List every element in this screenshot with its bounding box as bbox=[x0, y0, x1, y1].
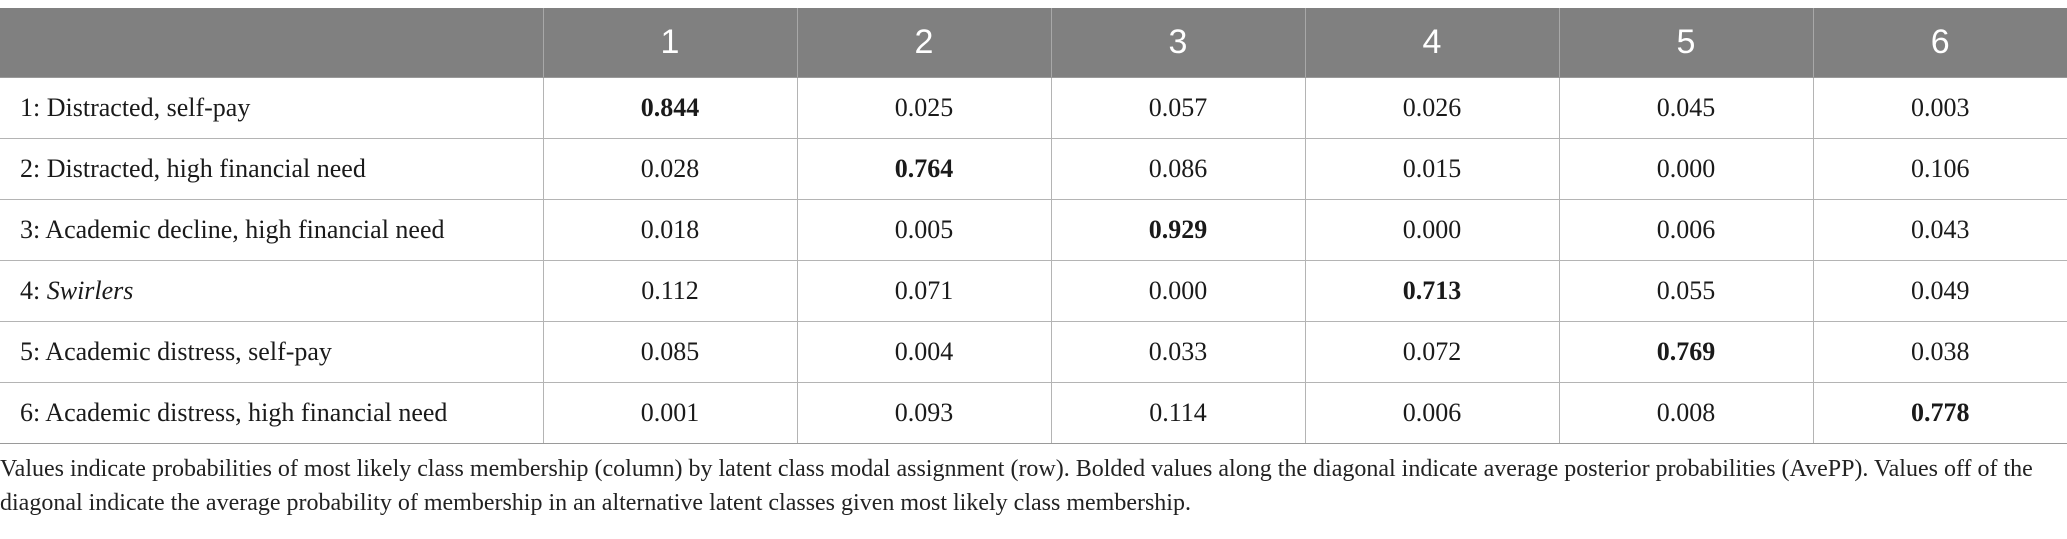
value-cell: 0.086 bbox=[1050, 138, 1306, 200]
table-row: 6: Academic distress, high financial nee… bbox=[0, 382, 2067, 444]
row-label: 3: Academic decline, high financial need bbox=[0, 199, 544, 261]
row-label-text: Academic distress, self-pay bbox=[45, 337, 332, 366]
value-cell: 0.004 bbox=[796, 321, 1052, 383]
row-label: 4: Swirlers bbox=[0, 260, 544, 322]
value-cell: 0.072 bbox=[1304, 321, 1560, 383]
value-cell: 0.025 bbox=[796, 77, 1052, 139]
value-cell: 0.055 bbox=[1558, 260, 1814, 322]
table-row: 2: Distracted, high financial need 0.028… bbox=[0, 138, 2067, 200]
header-cell-5: 5 bbox=[1558, 8, 1813, 78]
value-cell: 0.085 bbox=[542, 321, 798, 383]
value-cell: 0.071 bbox=[796, 260, 1052, 322]
row-label-text: Academic distress, high financial need bbox=[45, 398, 448, 427]
header-cell-2: 2 bbox=[796, 8, 1051, 78]
row-label-prefix: 6: bbox=[20, 398, 46, 427]
value-cell: 0.003 bbox=[1812, 77, 2067, 139]
value-cell: 0.112 bbox=[542, 260, 798, 322]
value-cell: 0.001 bbox=[542, 382, 798, 444]
value-cell: 0.015 bbox=[1304, 138, 1560, 200]
header-row: 1 2 3 4 5 6 bbox=[0, 8, 2067, 78]
row-label: 6: Academic distress, high financial nee… bbox=[0, 382, 544, 444]
value-cell-diagonal: 0.844 bbox=[542, 77, 798, 139]
row-label-text: Distracted, self-pay bbox=[46, 93, 251, 122]
row-label: 5: Academic distress, self-pay bbox=[0, 321, 544, 383]
header-cell-1: 1 bbox=[542, 8, 797, 78]
value-cell-diagonal: 0.769 bbox=[1558, 321, 1814, 383]
value-cell-diagonal: 0.713 bbox=[1304, 260, 1560, 322]
table-row: 3: Academic decline, high financial need… bbox=[0, 199, 2067, 261]
value-cell: 0.033 bbox=[1050, 321, 1306, 383]
table-row: 4: Swirlers 0.112 0.071 0.000 0.713 0.05… bbox=[0, 260, 2067, 322]
value-cell: 0.057 bbox=[1050, 77, 1306, 139]
row-label-text: Swirlers bbox=[46, 276, 134, 305]
value-cell: 0.005 bbox=[796, 199, 1052, 261]
row-label: 2: Distracted, high financial need bbox=[0, 138, 544, 200]
value-cell: 0.000 bbox=[1304, 199, 1560, 261]
value-cell: 0.008 bbox=[1558, 382, 1814, 444]
value-cell: 0.018 bbox=[542, 199, 798, 261]
row-label-text: Academic decline, high financial need bbox=[45, 215, 445, 244]
value-cell: 0.093 bbox=[796, 382, 1052, 444]
value-cell: 0.000 bbox=[1050, 260, 1306, 322]
value-cell: 0.006 bbox=[1304, 382, 1560, 444]
value-cell: 0.043 bbox=[1812, 199, 2067, 261]
row-label-prefix: 5: bbox=[20, 337, 46, 366]
value-cell: 0.106 bbox=[1812, 138, 2067, 200]
row-label-text: Distracted, high financial need bbox=[46, 154, 366, 183]
header-cell-4: 4 bbox=[1304, 8, 1559, 78]
value-cell: 0.038 bbox=[1812, 321, 2067, 383]
header-cell-label bbox=[0, 8, 543, 78]
table-container: 1 2 3 4 5 6 1: Distracted, self-pay 0.84… bbox=[0, 8, 2067, 444]
table-footnote: Values indicate probabilities of most li… bbox=[0, 456, 2033, 516]
table-row: 5: Academic distress, self-pay 0.085 0.0… bbox=[0, 321, 2067, 383]
row-label-prefix: 3: bbox=[20, 215, 46, 244]
value-cell: 0.049 bbox=[1812, 260, 2067, 322]
row-label-prefix: 2: bbox=[20, 154, 47, 183]
value-cell-diagonal: 0.929 bbox=[1050, 199, 1306, 261]
class-probability-table: 1 2 3 4 5 6 1: Distracted, self-pay 0.84… bbox=[0, 8, 2067, 444]
row-label: 1: Distracted, self-pay bbox=[0, 77, 544, 139]
value-cell: 0.028 bbox=[542, 138, 798, 200]
value-cell: 0.045 bbox=[1558, 77, 1814, 139]
value-cell: 0.006 bbox=[1558, 199, 1814, 261]
header-cell-3: 3 bbox=[1050, 8, 1305, 78]
row-label-prefix: 1: bbox=[20, 93, 47, 122]
value-cell-diagonal: 0.764 bbox=[796, 138, 1052, 200]
row-label-prefix: 4: bbox=[20, 276, 47, 305]
header-cell-6: 6 bbox=[1812, 8, 2067, 78]
value-cell-diagonal: 0.778 bbox=[1812, 382, 2067, 444]
value-cell: 0.026 bbox=[1304, 77, 1560, 139]
value-cell: 0.114 bbox=[1050, 382, 1306, 444]
value-cell: 0.000 bbox=[1558, 138, 1814, 200]
table-row: 1: Distracted, self-pay 0.844 0.025 0.05… bbox=[0, 77, 2067, 139]
